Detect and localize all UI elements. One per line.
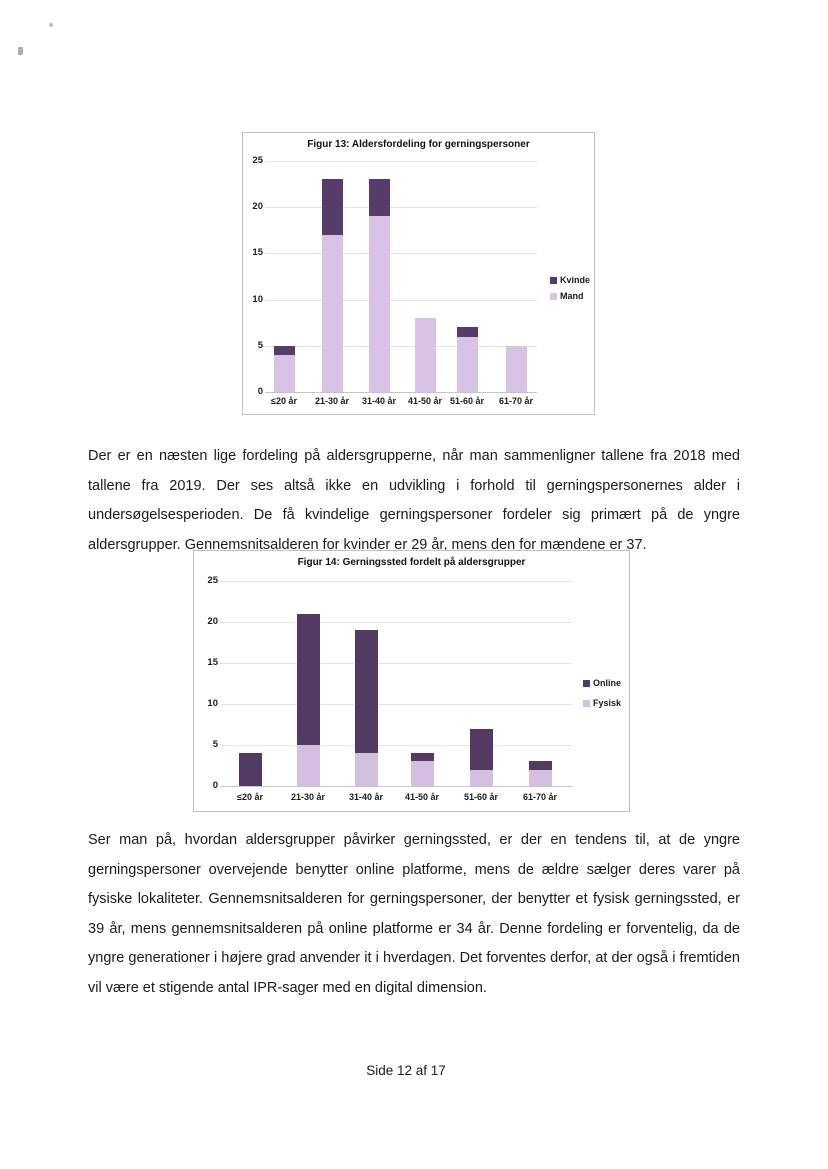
paragraph-aldersfordeling: Der er en næsten lige fordeling på alder… [88, 448, 740, 553]
y-axis-tick-label: 15 [207, 657, 218, 668]
bar-segment-online-4 [469, 728, 493, 770]
x-axis-category-label: 51-60 år [449, 396, 485, 406]
x-axis-baseline [220, 786, 572, 787]
y-axis-tick-label: 20 [252, 201, 263, 213]
y-axis-tick-label: 0 [257, 386, 263, 397]
y-axis-tick-label: 0 [212, 780, 218, 791]
x-axis-baseline [265, 392, 537, 393]
bar-segment-kvinde-0 [273, 345, 295, 356]
y-axis-tick-label: 5 [212, 739, 218, 750]
bar-segment-online-5 [528, 761, 552, 770]
bar-segment-mand-1 [321, 234, 343, 392]
figure-13-chart: Figur 13: Aldersfordeling for gerningspe… [242, 132, 595, 415]
gridline [265, 299, 537, 301]
bar-segment-mand-0 [273, 355, 295, 392]
bar-segment-fysisk-3 [410, 761, 434, 786]
figure-14-title: Figur 14: Gerningssted fordelt på alders… [297, 557, 526, 568]
bar-segment-mand-3 [414, 318, 436, 392]
figure-14-chart: Figur 14: Gerningssted fordelt på alders… [193, 550, 630, 812]
legend-label: Online [593, 678, 622, 688]
legend-item-kvinde: Kvinde [550, 275, 590, 285]
x-axis-category-label: 41-50 år [404, 792, 440, 802]
bar-segment-online-2 [354, 630, 378, 754]
bar-segment-kvinde-4 [456, 327, 478, 337]
x-axis-category-label: 21-30 år [290, 792, 326, 802]
legend-swatch-icon [550, 292, 557, 300]
x-axis-category-label: 31-40 år [361, 396, 397, 406]
y-axis-tick-label: 10 [252, 293, 263, 305]
figure-13-title: Figur 13: Aldersfordeling for gerningspe… [307, 139, 530, 150]
x-axis-category-label: 61-70 år [522, 792, 558, 802]
gridline [220, 663, 572, 664]
x-axis-category-label: 51-60 år [463, 792, 499, 802]
bar-segment-online-1 [296, 613, 320, 745]
gridline [220, 581, 572, 582]
bar-segment-mand-2 [368, 216, 390, 392]
x-axis-category-label: 21-30 år [314, 396, 350, 406]
x-axis-category-label: ≤20 år [271, 396, 297, 406]
legend-label: Kvinde [560, 275, 591, 285]
bar-segment-fysisk-2 [354, 753, 378, 786]
bar-segment-mand-4 [456, 336, 478, 392]
figure-13-plot-area: 0 5 10 15 20 25 ≤20 år 21-30 år 31-40 år 41-50 år… [243, 133, 594, 414]
bar-segment-fysisk-4 [469, 769, 493, 786]
gridline [220, 704, 572, 705]
gridline [265, 345, 537, 347]
gridline [265, 253, 537, 255]
scan-artifact [49, 23, 53, 27]
gridline [220, 622, 572, 623]
legend-item-fysisk: Fysisk [583, 698, 621, 708]
bar-segment-fysisk-1 [296, 745, 320, 786]
legend-swatch-icon [583, 699, 590, 707]
y-axis-tick-label: 25 [207, 575, 218, 586]
legend-label: Mand [560, 291, 584, 301]
legend-swatch-icon [550, 276, 557, 284]
page-number: Side 12 af 17 [366, 1063, 446, 1078]
legend-item-online: Online [583, 678, 621, 688]
y-axis-tick-label: 20 [207, 616, 218, 627]
y-axis-tick-label: 5 [257, 339, 263, 351]
x-axis-category-label: 41-50 år [407, 396, 443, 406]
bar-segment-fysisk-5 [528, 769, 552, 786]
legend-label: Fysisk [593, 698, 622, 708]
gridline [265, 207, 537, 209]
bar-segment-mand-5 [505, 345, 527, 392]
y-axis-tick-label: 15 [252, 247, 263, 259]
legend-swatch-icon [583, 679, 590, 687]
gridline [220, 745, 572, 746]
bar-segment-online-3 [410, 753, 434, 762]
x-axis-category-label: 31-40 år [348, 792, 384, 802]
y-axis-tick-label: 10 [207, 698, 218, 709]
scan-artifact [18, 47, 23, 55]
x-axis-category-label: ≤20 år [237, 792, 263, 802]
gridline [265, 161, 537, 162]
bar-segment-kvinde-1 [321, 179, 343, 235]
legend-item-mand: Mand [550, 291, 584, 301]
bar-segment-kvinde-2 [368, 179, 390, 217]
bar-segment-online-0 [238, 753, 262, 786]
paragraph-gerningssted: Ser man på, hvordan aldersgrupper påvirk… [88, 832, 740, 996]
figure-14-plot-area: 0 5 10 15 20 25 ≤20 år 21-30 år 31-40 år 41-50 år… [194, 551, 629, 811]
x-axis-category-label: 61-70 år [498, 396, 534, 406]
y-axis-tick-label: 25 [252, 155, 263, 166]
